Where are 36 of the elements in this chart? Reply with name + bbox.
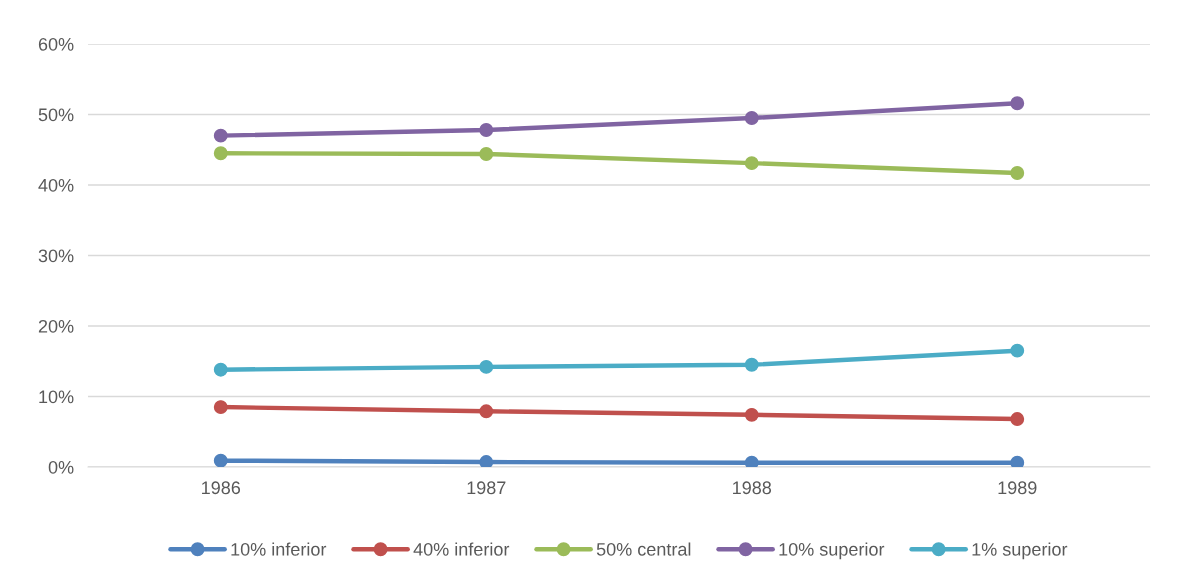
point [213, 453, 228, 467]
legend-label: 10% superior [779, 542, 885, 560]
y-tick-label: 40% [38, 178, 74, 192]
y-tick-label: 10% [39, 390, 74, 404]
point [1010, 166, 1025, 180]
x-tick-label: 1989 [998, 481, 1037, 495]
y-tick-label: 20% [38, 319, 74, 333]
legend-label: 10% inferior [231, 542, 327, 556]
point [479, 404, 494, 419]
legend-label: 1% superior [972, 542, 1068, 560]
y-tick-label: 50% [38, 108, 74, 122]
point [1010, 343, 1025, 358]
point [1010, 455, 1025, 467]
y-tick-label: 0% [48, 460, 74, 474]
point [479, 359, 494, 374]
point [213, 400, 228, 415]
y-tick-label: 60% [38, 37, 74, 51]
point [1010, 412, 1025, 427]
point [213, 146, 228, 161]
point [744, 407, 759, 422]
point [744, 357, 759, 372]
point [479, 147, 494, 161]
point [479, 455, 494, 467]
legend-label: 50% central [596, 542, 691, 556]
point [744, 455, 759, 467]
x-tick-label: 1987 [467, 481, 506, 495]
point [213, 362, 228, 377]
point [479, 123, 494, 137]
point [744, 156, 759, 171]
x-tick-label: 1986 [202, 481, 241, 495]
y-tick-label: 30% [38, 249, 74, 263]
legend-label: 40% inferior [413, 542, 510, 556]
point [1010, 96, 1025, 111]
point [213, 128, 228, 143]
point [744, 111, 759, 125]
x-tick-label: 1988 [733, 481, 772, 495]
